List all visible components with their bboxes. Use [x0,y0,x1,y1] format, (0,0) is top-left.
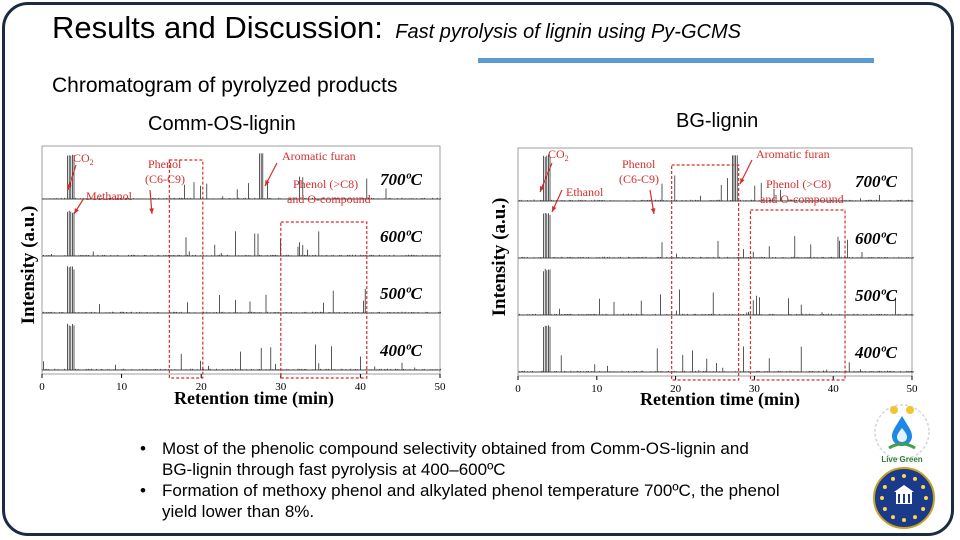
phenol-annotation: Phenol [622,157,656,171]
chromatogram-trace [518,325,914,373]
annotation-arrowhead [74,208,79,214]
panel-title-comm: Comm-OS-lignin [148,113,296,135]
eu-star-icon [882,507,887,511]
temperature-label: 400ºC [854,343,898,362]
bullet-dot-icon: • [140,481,146,500]
eu-star-icon [882,485,887,489]
temperature-label: 700ºC [855,172,898,191]
bullet-text: Formation of methoxy phenol and alkylate… [162,481,780,521]
x-axis-label: Retention time (min) [174,388,334,409]
phenol-o-compound-region [749,209,846,381]
x-tick-label: 20 [670,383,682,395]
o-compound-range-annotation: and O-compound [760,192,844,206]
eu-star-icon [924,496,928,500]
eu-star-icon [913,476,917,481]
panel-title-bg: BG-lignin [676,110,759,132]
y-axis-label: Intensity (a.u.) [18,206,39,325]
y-axis-label: Intensity (a.u.) [489,198,510,317]
annotation-arrowhead [265,180,270,186]
annotation-arrowhead [539,186,545,192]
plot-area-frame [41,145,441,375]
eu-star-icon [921,485,926,489]
water-drop-leaf-logo-icon: Live Green [874,404,930,464]
phenol-o-compound-region [280,221,368,379]
plot-area-frame [517,147,913,377]
chromatogram-trace [518,268,914,316]
eu-star-icon [902,518,906,522]
annotation-arrowhead [650,208,656,214]
section-subtitle: Chromatogram of pyrolyzed products [52,74,398,97]
o-compound-annotation: Phenol (>C8) [293,177,358,191]
x-tick-label: 40 [355,381,367,393]
phenol-range-annotation: (C6-C9) [145,172,185,186]
o-compound-range-annotation: and O-compound [287,192,371,206]
eu-star-emblem-icon [873,467,935,529]
phenol-c6-c9-region [168,159,204,379]
bullet-item: • Formation of methoxy phenol and alkyla… [140,480,780,522]
x-tick-label: 30 [749,383,761,395]
title-underline [478,58,874,63]
chromatogram-trace [518,213,914,259]
eu-star-icon [880,496,884,500]
temperature-label: 700ºC [380,170,423,189]
phenol-range-annotation: (C6-C9) [619,172,659,186]
eu-star-icon [891,476,895,481]
eu-star-icon [902,474,906,478]
x-tick-label: 10 [116,381,128,393]
alcohol-annotation: Ethanol [566,185,604,199]
x-tick-label: 20 [196,381,208,393]
eu-star-icon [891,515,895,520]
co2-annotation: CO2 [548,147,569,163]
x-tick-label: 40 [828,383,840,395]
annotation-arrowhead [67,184,72,190]
slide-title: Results and Discussion: Fast pyrolysis o… [52,10,741,46]
temperature-label: 500ºC [380,284,423,303]
phenol-c6-c9-region [671,164,740,381]
annotation-arrowhead [740,178,745,184]
x-tick-label: 0 [515,383,521,395]
x-tick-label: 10 [591,383,603,395]
discussion-bullets: • Most of the phenolic compound selectiv… [140,438,780,522]
alcohol-annotation: Methanol [86,189,133,203]
phenol-annotation: Phenol [148,157,182,171]
furan-annotation: Aromatic furan [756,147,830,161]
x-axis-label: Retention time (min) [640,389,800,410]
bullet-text: Most of the phenolic compound selectivit… [162,439,749,479]
o-compound-annotation: Phenol (>C8) [766,177,831,191]
co2-annotation: CO2 [73,151,94,167]
x-tick-label: 50 [435,381,447,393]
annotation-arrowhead [552,206,557,212]
eu-star-icon [921,507,926,511]
temperature-label: 600ºC [855,229,898,248]
temperature-label: 500ºC [855,286,898,305]
title-sub: Fast pyrolysis of lignin using Py-GCMS [395,21,741,43]
logo-caption: Live Green [881,455,922,464]
x-tick-label: 30 [275,381,287,393]
temperature-label: 400ºC [379,341,423,360]
x-tick-label: 0 [39,381,45,393]
annotation-arrowhead [149,208,154,214]
title-main: Results and Discussion: [52,10,383,45]
furan-annotation: Aromatic furan [282,149,356,163]
bullet-item: • Most of the phenolic compound selectiv… [140,438,780,480]
temperature-label: 600ºC [380,227,423,246]
x-tick-label: 50 [907,383,919,395]
eu-star-icon [913,515,917,520]
bullet-dot-icon: • [140,439,146,458]
